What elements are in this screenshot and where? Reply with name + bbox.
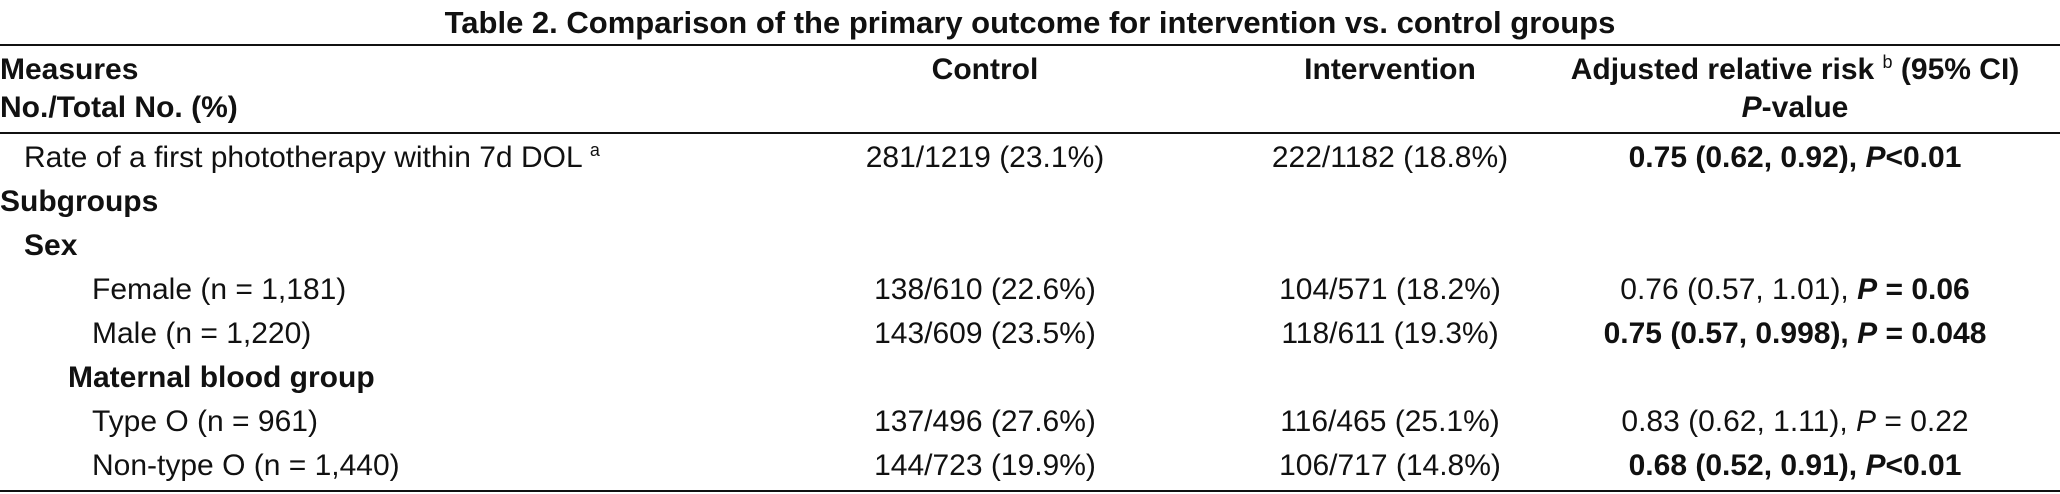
header-pvalue-rest: -value bbox=[1761, 91, 1849, 124]
header-intervention: Intervention bbox=[1304, 53, 1476, 86]
table-row: Type O (n = 961) 137/496 (27.6%) 116/465… bbox=[0, 400, 2060, 444]
table-row: Subgroups bbox=[0, 180, 2060, 224]
row-intervention: 116/465 (25.1%) bbox=[1280, 405, 1500, 438]
row-rr: 0.75 (0.57, 0.998), P = 0.048 bbox=[1603, 317, 1987, 350]
row-rr: 0.83 (0.62, 1.11), P = 0.22 bbox=[1621, 405, 1969, 438]
row-label: Male (n = 1,220) bbox=[92, 317, 312, 350]
table-row: Rate of a first phototherapy within 7d D… bbox=[0, 136, 2060, 180]
row-intervention: 222/1182 (18.8%) bbox=[1271, 141, 1509, 174]
subsection-label: Sex bbox=[24, 229, 78, 262]
row-control: 137/496 (27.6%) bbox=[874, 405, 1096, 438]
row-rr: 0.68 (0.52, 0.91), P<0.01 bbox=[1628, 449, 1962, 482]
header-pvalue: P-value bbox=[1540, 88, 2050, 128]
row-control: 143/609 (23.5%) bbox=[874, 317, 1096, 350]
header-arr-ci: (95% CI) bbox=[1900, 53, 2020, 86]
header-bottom-rule bbox=[0, 132, 2060, 134]
table-title: Table 2. Comparison of the primary outco… bbox=[444, 5, 1616, 40]
table-bottom-rule bbox=[0, 490, 2060, 492]
header-measures: Measures bbox=[0, 53, 139, 86]
table-row: Sex bbox=[0, 224, 2060, 268]
row-label: Type O (n = 961) bbox=[92, 405, 318, 438]
header-adjusted-relative-risk: Adjusted relative risk b (95% CI) bbox=[1540, 50, 2050, 90]
table-row: Maternal blood group bbox=[0, 356, 2060, 400]
table-row: Male (n = 1,220) 143/609 (23.5%) 118/611… bbox=[0, 312, 2060, 356]
table-row: Non-type O (n = 1,440) 144/723 (19.9%) 1… bbox=[0, 444, 2060, 488]
row-label: Non-type O (n = 1,440) bbox=[92, 449, 400, 482]
row-intervention: 106/717 (14.8%) bbox=[1279, 449, 1501, 482]
row-rr: 0.76 (0.57, 1.01), P = 0.06 bbox=[1620, 273, 1970, 306]
row-control: 144/723 (19.9%) bbox=[874, 449, 1096, 482]
subsection-label: Maternal blood group bbox=[68, 361, 375, 394]
row-control: 138/610 (22.6%) bbox=[874, 273, 1096, 306]
header-pvalue-p: P bbox=[1741, 91, 1762, 124]
row-control: 281/1219 (23.1%) bbox=[865, 141, 1105, 174]
row-rr: 0.75 (0.62, 0.92), P<0.01 bbox=[1628, 141, 1962, 174]
section-label: Subgroups bbox=[0, 185, 159, 218]
row-label-footnote: a bbox=[589, 140, 600, 160]
header-arr-label: Adjusted relative risk bbox=[1570, 53, 1875, 86]
row-label: Rate of a first phototherapy within 7d D… bbox=[24, 140, 600, 174]
table-top-rule bbox=[0, 44, 2060, 46]
header-control: Control bbox=[931, 53, 1039, 86]
row-intervention: 118/611 (19.3%) bbox=[1281, 317, 1499, 350]
header-measures-sub: No./Total No. (%) bbox=[0, 91, 238, 124]
row-label: Female (n = 1,181) bbox=[92, 273, 347, 306]
table-row: Female (n = 1,181) 138/610 (22.6%) 104/5… bbox=[0, 268, 2060, 312]
header-arr-footnote: b bbox=[1882, 52, 1893, 72]
row-intervention: 104/571 (18.2%) bbox=[1279, 273, 1501, 306]
